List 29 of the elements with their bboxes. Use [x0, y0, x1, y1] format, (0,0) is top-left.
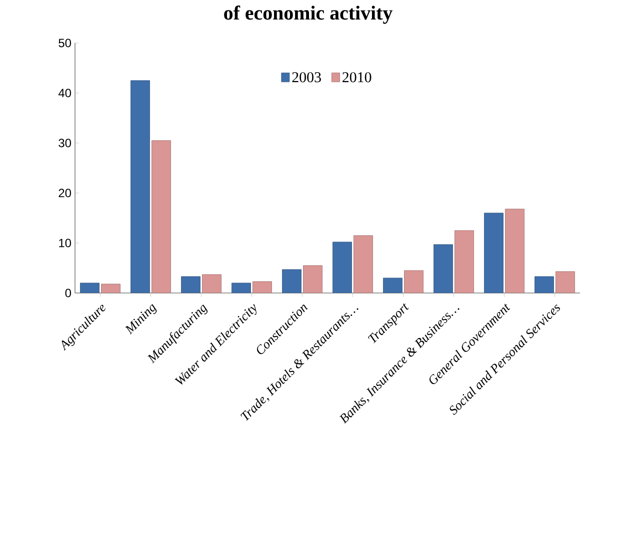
bar — [534, 276, 554, 293]
y-tick-label: 0 — [65, 288, 72, 298]
bar — [354, 235, 373, 293]
bar — [181, 276, 200, 293]
y-tick-label: 40 — [58, 88, 72, 98]
y-tick-label: 30 — [58, 138, 72, 148]
bar — [152, 140, 171, 293]
y-tick-label: 50 — [58, 38, 72, 48]
chart-title: of economic activity — [224, 6, 392, 24]
legend-label: 2010 — [342, 72, 372, 82]
bar — [101, 284, 120, 293]
y-tick-label: 10 — [59, 238, 72, 248]
bar — [484, 212, 504, 293]
bar — [232, 282, 251, 293]
y-tick-label: 20 — [58, 188, 72, 198]
bar — [404, 270, 424, 293]
bar — [434, 244, 453, 293]
bar — [202, 274, 222, 293]
bar — [383, 278, 402, 293]
bar — [332, 242, 352, 293]
bar — [282, 269, 302, 293]
bar — [454, 230, 474, 293]
bar — [556, 271, 575, 293]
legend-label: 2003 — [292, 72, 321, 82]
bar — [130, 80, 150, 293]
bar — [303, 265, 322, 293]
bar — [505, 208, 524, 293]
bar — [252, 281, 272, 293]
bar — [80, 282, 100, 293]
